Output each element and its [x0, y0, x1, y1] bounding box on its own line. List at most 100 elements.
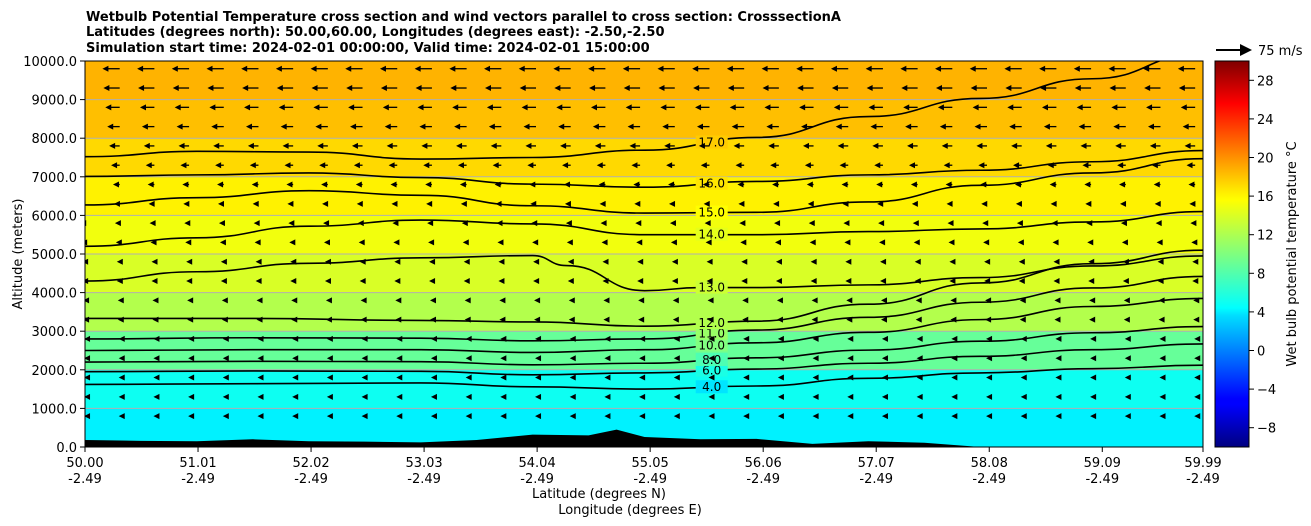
wind-vector-head — [569, 374, 576, 381]
wind-vector-head — [911, 200, 918, 207]
wind-vector-head — [978, 162, 985, 169]
wind-vector-head — [1120, 200, 1127, 207]
wind-vector-head — [499, 316, 506, 323]
wind-vector — [706, 278, 713, 285]
wind-vector — [708, 335, 715, 342]
wind-vector — [673, 355, 680, 362]
wind-vector — [1054, 297, 1061, 304]
wind-vector — [361, 413, 368, 420]
wind-vector-head — [812, 374, 819, 381]
wind-vector — [361, 374, 368, 381]
wind-vector — [251, 181, 259, 188]
wind-vector-head — [495, 200, 502, 207]
wind-vector-head — [668, 181, 675, 188]
wind-vector — [1156, 239, 1163, 246]
wind-vector-head — [188, 355, 195, 362]
wind-vector — [222, 374, 229, 381]
wind-vector — [604, 355, 611, 362]
wind-vector — [1015, 200, 1022, 207]
wind-vector — [292, 335, 299, 342]
wind-vector-head — [460, 200, 467, 207]
wind-vector-head — [970, 85, 977, 92]
title-line-2: Latitudes (degrees north): 50.00,60.00, … — [86, 25, 665, 40]
wind-vector — [217, 181, 224, 188]
wind-vector — [257, 374, 264, 381]
wind-vector-head — [326, 413, 333, 420]
wind-vector — [662, 123, 675, 130]
wind-vector — [118, 374, 125, 381]
wind-vector-head — [425, 181, 432, 188]
wind-vector-head — [881, 413, 888, 420]
wind-vector-head — [842, 200, 849, 207]
colorbar-tick-label: −8 — [1257, 422, 1276, 437]
wind-vector — [1186, 162, 1196, 169]
colorbar-tick-label: 16 — [1257, 190, 1274, 205]
wind-vector-head — [500, 355, 507, 362]
wind-vector — [708, 413, 715, 420]
wind-vector — [1055, 413, 1062, 420]
wind-vector-head — [218, 200, 225, 207]
wind-vector-head — [1151, 162, 1158, 169]
wind-vector-head — [881, 316, 888, 323]
wind-vector-head — [211, 123, 218, 130]
wind-vector-head — [602, 278, 609, 285]
wind-vector — [799, 104, 814, 111]
wind-vector-head — [634, 200, 641, 207]
wind-vector-head — [176, 123, 183, 130]
wind-vector — [633, 181, 641, 188]
wind-vector-head — [488, 123, 495, 130]
wind-vector-head — [529, 181, 536, 188]
wind-vector — [152, 297, 159, 304]
wind-vector-head — [1108, 65, 1115, 72]
wind-vector-head — [255, 278, 262, 285]
wind-vector-head — [326, 335, 333, 342]
wind-vector-head — [85, 297, 90, 304]
wind-vector — [638, 297, 645, 304]
wind-vector — [729, 104, 745, 111]
wind-vector-head — [76, 162, 82, 168]
wind-vector-head — [796, 65, 803, 72]
wind-vector-head — [1193, 316, 1200, 323]
wind-vector — [870, 123, 883, 130]
wind-vector — [85, 413, 91, 420]
wind-vector-head — [639, 374, 646, 381]
wind-vector-head — [215, 162, 222, 169]
wind-vector-head — [138, 85, 145, 92]
wind-vector — [1193, 316, 1200, 323]
wind-vector-head — [117, 316, 124, 323]
wind-vector-head — [499, 297, 506, 304]
wind-vector-head — [946, 200, 953, 207]
wind-vector-head — [222, 355, 229, 362]
wind-vector-head — [740, 239, 747, 246]
wind-vector — [741, 278, 748, 285]
wind-vector-head — [951, 355, 958, 362]
wind-vector — [673, 413, 680, 420]
wind-vector — [322, 200, 329, 207]
wind-vector-head — [492, 162, 499, 169]
wind-vector-head — [969, 65, 976, 72]
wind-vector-head — [569, 355, 576, 362]
wind-vector — [901, 85, 918, 92]
wind-vector-head — [532, 239, 539, 246]
wind-vector-head — [118, 393, 125, 400]
wind-vector-head — [500, 413, 507, 420]
wind-vector-head — [1178, 85, 1185, 92]
x-tick-label-lat: 50.00 — [66, 456, 103, 471]
wind-vector — [1155, 220, 1162, 227]
wind-vector — [774, 220, 781, 227]
wind-vector — [465, 355, 472, 362]
wind-vector-head — [847, 374, 854, 381]
wind-vector — [866, 85, 883, 92]
wind-vector-head — [777, 374, 784, 381]
wind-vector — [1192, 278, 1199, 285]
wind-vector — [1154, 200, 1161, 207]
y-tick-label: 2000.0 — [32, 364, 78, 379]
wind-vector-head — [153, 413, 160, 420]
wind-vector — [981, 200, 988, 207]
wind-vector — [1041, 104, 1057, 111]
wind-vector-head — [463, 278, 470, 285]
wind-vector — [427, 220, 434, 227]
wind-vector-head — [900, 65, 907, 72]
wind-vector-head — [222, 413, 229, 420]
wind-vector-head — [428, 239, 435, 246]
